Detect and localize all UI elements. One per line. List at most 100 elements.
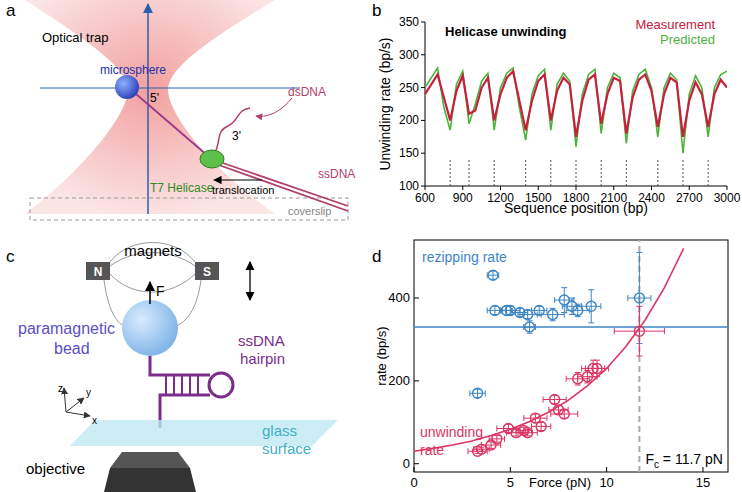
series-label: unwinding: [420, 424, 483, 440]
tick-label: 0: [403, 456, 410, 471]
base-pair: [181, 375, 183, 395]
dip-marker: [657, 158, 658, 186]
data-line: [425, 71, 727, 137]
helicase: [200, 150, 224, 168]
legend-entry: Predicted: [660, 32, 715, 47]
tick: [576, 186, 577, 190]
plot-area: [414, 240, 728, 472]
tick: [421, 54, 425, 55]
tick: [606, 467, 607, 472]
data-point: [550, 395, 560, 405]
label: surface: [262, 440, 311, 457]
y-error-bar: [552, 395, 558, 403]
y-axis: [425, 22, 426, 186]
diagram-label: dsDNA: [288, 85, 326, 99]
tick-label: 350: [399, 15, 419, 29]
microsphere: [115, 75, 139, 99]
annotation-part: F: [645, 451, 654, 467]
panel-label: c: [6, 247, 15, 266]
label: S: [203, 265, 211, 279]
axis-title: Unwinding rate (bp/s): [377, 37, 393, 170]
field-line: [110, 274, 195, 292]
data-point: [536, 421, 546, 431]
label: F: [156, 283, 165, 299]
data-point: [490, 305, 500, 315]
coverslip: [30, 198, 348, 220]
coord-axis: [66, 398, 84, 412]
panel-label: b: [372, 1, 381, 20]
axis-title: rate (bp/s): [374, 326, 389, 385]
tick-label: 15: [696, 475, 710, 490]
tick: [689, 186, 690, 190]
objective: [110, 452, 190, 468]
axis: [40, 88, 300, 89]
bead: [122, 300, 178, 356]
tick-label: 5: [507, 475, 514, 490]
data-point: [525, 322, 535, 332]
hairpin-loop: [209, 373, 233, 397]
data-point: [473, 388, 483, 398]
dip-marker: [450, 158, 451, 186]
label: glass: [262, 422, 297, 439]
data-point: [486, 440, 496, 450]
data-point: [592, 363, 602, 373]
data-point: [488, 270, 498, 280]
x-error-bar: [518, 430, 537, 436]
label: x: [92, 415, 97, 426]
y-error-bar: [636, 306, 642, 356]
tick-label: 150: [399, 146, 419, 160]
data-point: [534, 305, 544, 315]
tick-label: 200: [388, 373, 410, 388]
base-pair: [173, 375, 175, 395]
dip-marker: [626, 158, 627, 186]
magnet: [86, 262, 110, 280]
y-error-bar: [525, 429, 531, 436]
diagram-label: 5': [150, 91, 159, 105]
tick: [414, 298, 419, 299]
tick: [421, 22, 425, 23]
tick: [421, 186, 425, 187]
annotation-part: = 11.7 pN: [659, 451, 723, 467]
base-pair: [189, 375, 191, 395]
dip-marker: [469, 158, 470, 186]
tick: [414, 467, 415, 472]
data-point: [503, 424, 513, 434]
displaced-strand: [214, 108, 250, 155]
label: bead: [54, 340, 90, 357]
label: y: [86, 387, 91, 398]
y-error-bar: [561, 410, 567, 418]
tick: [510, 467, 511, 472]
tick: [421, 153, 425, 154]
diagram-label: 3': [232, 129, 241, 143]
base-pair: [165, 375, 167, 395]
dip-marker: [550, 158, 551, 186]
x-error-bar: [481, 442, 500, 448]
axis-title: Force (pN): [529, 475, 591, 490]
dip-marker: [494, 158, 495, 186]
label: z: [58, 383, 63, 394]
tick: [425, 186, 426, 190]
tick: [538, 186, 539, 190]
tick-label: 600: [415, 191, 435, 205]
tick-label: 300: [399, 48, 419, 62]
data-point: [548, 310, 558, 320]
tick-label: 10: [599, 475, 613, 490]
chart-d: 0200400051015rate (bp/s)Force (pN)rezipp…: [374, 240, 728, 490]
force-arrow: [149, 282, 151, 304]
dip-marker: [576, 158, 577, 186]
figure: abcdOptical trapmicrosphere5'3'dsDNAssDN…: [0, 0, 742, 492]
data-point: [559, 409, 569, 419]
data-point: [634, 293, 644, 303]
data-line: [425, 68, 727, 153]
pointer: [256, 98, 292, 116]
magnet: [195, 262, 219, 280]
annotation: Fc = 11.7 pN: [645, 451, 723, 470]
data-point: [586, 301, 596, 311]
dip-marker: [708, 158, 709, 186]
y-error-bar: [525, 310, 531, 318]
tick: [421, 120, 425, 121]
label: magnets: [124, 242, 182, 259]
tick: [613, 186, 614, 190]
coord-axis: [64, 388, 66, 412]
tick: [651, 186, 652, 190]
